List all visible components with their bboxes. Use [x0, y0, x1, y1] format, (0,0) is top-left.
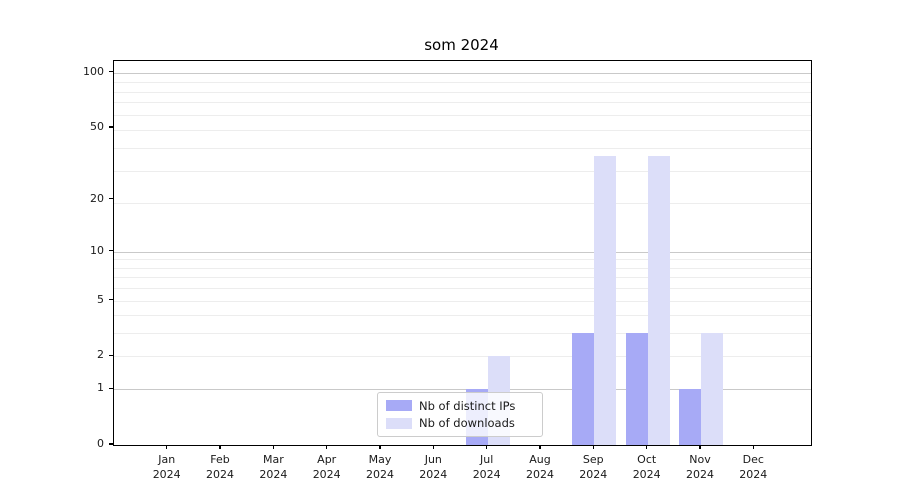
- gridline-major: [114, 72, 811, 74]
- x-tick-label-may-2024: May 2024: [366, 453, 394, 481]
- x-tick-mark-oct-2024: [646, 445, 648, 449]
- bar-downloads-sep-2024: [594, 156, 617, 445]
- y-tick-mark-2: [109, 354, 113, 356]
- y-tick-mark-50: [109, 126, 113, 128]
- legend-swatch-downloads: [386, 417, 412, 429]
- plot-area: [113, 60, 812, 446]
- x-tick-label-mar-2024: Mar 2024: [259, 453, 288, 481]
- x-tick-label-oct-2024: Oct 2024: [632, 453, 661, 481]
- bar-distinct-ips-sep-2024: [572, 333, 595, 445]
- x-tick-mark-feb-2024: [219, 445, 221, 449]
- gridline-minor: [114, 170, 811, 172]
- y-tick-mark-100: [109, 71, 113, 73]
- x-tick-mark-jan-2024: [166, 445, 168, 449]
- chart-title: som 2024: [424, 36, 499, 54]
- gridline-minor: [114, 300, 811, 302]
- gridline-minor: [114, 288, 811, 290]
- gridline-major: [114, 389, 811, 391]
- x-tick-label-dec-2024: Dec 2024: [739, 453, 768, 481]
- x-tick-mark-sep-2024: [592, 445, 594, 449]
- gridline-minor: [114, 203, 811, 205]
- x-tick-label-jan-2024: Jan 2024: [152, 453, 181, 481]
- x-tick-mark-mar-2024: [272, 445, 274, 449]
- y-tick-mark-5: [109, 298, 113, 301]
- gridline-minor: [114, 259, 811, 261]
- x-tick-label-jun-2024: Jun 2024: [419, 453, 448, 481]
- legend-item-distinct-ips: Nb of distinct IPs: [386, 397, 535, 414]
- gridline-minor: [114, 267, 811, 269]
- legend: Nb of distinct IPs Nb of downloads: [377, 392, 543, 437]
- gridline-minor: [114, 114, 811, 116]
- y-tick-label-50: 50: [90, 120, 104, 133]
- bar-distinct-ips-nov-2024: [679, 389, 701, 445]
- bar-downloads-nov-2024: [701, 333, 723, 445]
- x-tick-label-apr-2024: Apr 2024: [312, 453, 341, 481]
- x-tick-mark-dec-2024: [752, 445, 754, 449]
- y-tick-label-2: 2: [97, 348, 104, 362]
- x-tick-mark-jun-2024: [432, 445, 434, 449]
- gridline-major: [114, 251, 811, 253]
- y-tick-label-0: 0: [97, 437, 104, 450]
- x-tick-label-jul-2024: Jul 2024: [472, 453, 501, 481]
- y-tick-mark-20: [109, 197, 113, 200]
- y-tick-label-5: 5: [97, 292, 104, 306]
- bar-distinct-ips-oct-2024: [625, 333, 648, 445]
- y-tick-mark-1: [109, 387, 113, 389]
- x-tick-mark-jul-2024: [486, 445, 488, 449]
- x-tick-mark-aug-2024: [539, 445, 541, 449]
- x-tick-mark-nov-2024: [699, 445, 701, 449]
- y-tick-label-1: 1: [97, 381, 104, 395]
- legend-label-downloads: Nb of downloads: [419, 416, 515, 431]
- gridline-minor: [114, 147, 811, 149]
- gridline-minor: [114, 333, 811, 335]
- x-tick-label-sep-2024: Sep 2024: [579, 453, 608, 481]
- gridline-minor: [114, 91, 811, 93]
- gridline-minor: [114, 102, 811, 104]
- legend-label-distinct-ips: Nb of distinct IPs: [419, 398, 516, 413]
- x-tick-mark-apr-2024: [326, 445, 328, 449]
- bar-downloads-oct-2024: [647, 156, 670, 445]
- y-tick-label-20: 20: [90, 191, 104, 205]
- gridline-minor: [114, 315, 811, 317]
- legend-item-downloads: Nb of downloads: [386, 415, 535, 432]
- gridline-minor: [114, 277, 811, 279]
- x-tick-mark-may-2024: [379, 445, 381, 449]
- y-tick-label-10: 10: [90, 243, 104, 257]
- y-tick-label-100: 100: [83, 64, 104, 78]
- y-tick-mark-0: [109, 443, 113, 445]
- x-tick-label-nov-2024: Nov 2024: [686, 453, 714, 481]
- legend-swatch-distinct-ips: [386, 400, 412, 412]
- x-tick-label-aug-2024: Aug 2024: [526, 453, 554, 481]
- gridline-minor: [114, 356, 811, 358]
- gridline-minor: [114, 82, 811, 84]
- y-tick-mark-10: [109, 250, 113, 252]
- gridline-minor: [114, 129, 811, 131]
- x-tick-label-feb-2024: Feb 2024: [206, 453, 234, 481]
